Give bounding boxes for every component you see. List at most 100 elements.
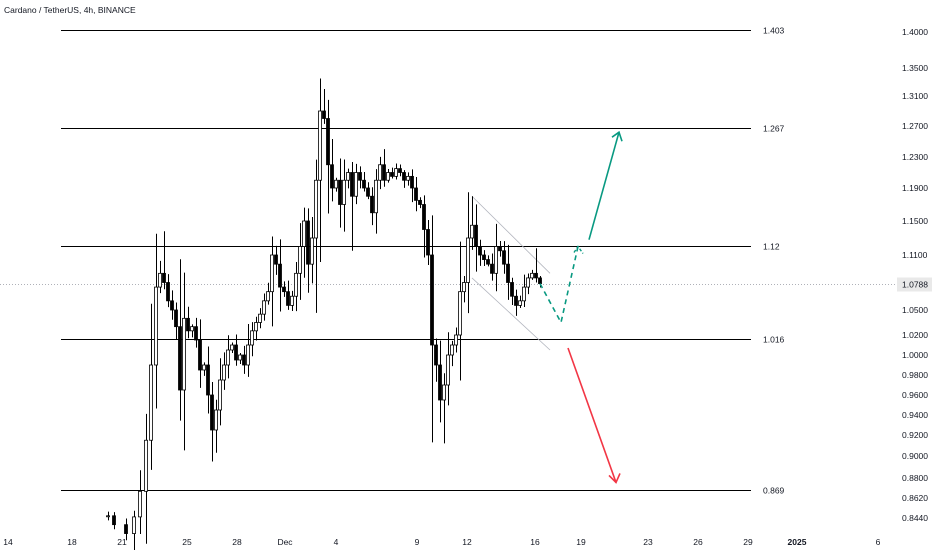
candle-body-46 [310, 237, 314, 265]
candle-body-50 [326, 118, 330, 166]
candle-body-68 [398, 168, 402, 173]
candle-body-103 [538, 277, 542, 284]
y-tick-label-15: 0.9000 [902, 451, 928, 461]
channel-upper-line [471, 195, 551, 274]
level-label-1: 1.267 [763, 124, 785, 134]
x-tick-label-7: 9 [415, 537, 420, 547]
candle-body-101 [530, 272, 534, 279]
y-tick-label-16: 0.8800 [902, 473, 928, 483]
candle-body-83 [458, 291, 462, 336]
candle-body-67 [394, 168, 398, 177]
candle-body-57 [354, 172, 358, 197]
level-label-0: 1.403 [763, 26, 785, 36]
candle-body-24 [222, 364, 226, 381]
candle-body-51 [330, 164, 334, 189]
candle-body-100 [526, 277, 530, 288]
candle-body-29 [242, 354, 246, 366]
channel-lower-line [471, 277, 551, 351]
y-tick-label-8: 1.0500 [902, 305, 928, 315]
candle-body-14 [182, 317, 186, 391]
candle-body-94 [502, 250, 506, 265]
x-tick-label-2: 21 [117, 537, 127, 547]
y-tick-label-4: 1.2300 [902, 152, 928, 162]
candle-body-55 [346, 172, 350, 181]
x-tick-label-6: 4 [334, 537, 339, 547]
candle-body-69 [402, 172, 406, 181]
candle-body-45 [306, 220, 310, 265]
y-tick-label-13: 0.9400 [902, 410, 928, 420]
x-tick-label-13: 29 [743, 537, 753, 547]
candle-body-23 [218, 379, 222, 411]
last-price-label: 1.0788 [902, 280, 928, 290]
y-tick-label-7: 1.1100 [902, 250, 928, 260]
y-tick-label-14: 0.9200 [902, 430, 928, 440]
candle-body-70 [406, 175, 410, 181]
y-tick-label-2: 1.3100 [902, 91, 928, 101]
candle-body-18 [198, 339, 202, 371]
projection-layer [539, 130, 623, 484]
candle-body-43 [298, 246, 302, 274]
x-tick-label-1: 18 [67, 537, 77, 547]
y-tick-label-3: 1.2700 [902, 121, 928, 131]
candle-body-25 [226, 349, 230, 366]
candle-body-30 [246, 344, 250, 366]
candle-body-28 [238, 354, 242, 361]
x-tick-label-12: 26 [693, 537, 703, 547]
candle-body-39 [282, 286, 286, 293]
bullish-dashed-arrowhead [573, 245, 584, 254]
y-tick-label-6: 1.1500 [902, 216, 928, 226]
candle-body-92 [494, 246, 498, 274]
candle-body-73 [418, 199, 422, 205]
candle-body-87 [474, 224, 478, 247]
y-tick-label-12: 0.9600 [902, 390, 928, 400]
bullish-arrowhead [611, 130, 623, 142]
y-tick-label-9: 1.0200 [902, 330, 928, 340]
candle-body-53 [338, 179, 342, 205]
candle-body-0 [106, 515, 110, 518]
candle-body-33 [258, 313, 262, 323]
candle-body-65 [386, 172, 390, 181]
candle-body-71 [410, 175, 414, 189]
descending-channel [471, 195, 551, 351]
candle-body-32 [254, 322, 258, 332]
y-tick-label-17: 0.8620 [902, 493, 928, 503]
candle-body-90 [486, 259, 490, 265]
candle-body-78 [438, 364, 442, 401]
candle-body-41 [290, 295, 294, 306]
candle-body-81 [450, 344, 454, 356]
candle-body-61 [370, 195, 374, 214]
candle-body-31 [250, 330, 254, 346]
candle-body-17 [194, 326, 198, 341]
y-tick-label-5: 1.1900 [902, 183, 928, 193]
candle-body-8 [158, 272, 162, 288]
candle-body-97 [514, 295, 518, 306]
candle-body-6 [149, 364, 153, 441]
candle-body-44 [302, 220, 306, 247]
candle-body-26 [230, 344, 234, 351]
candle-body-85 [466, 237, 470, 283]
candle-body-96 [510, 282, 514, 297]
candle-body-54 [342, 179, 346, 205]
candle-body-19 [202, 364, 206, 371]
candle-body-42 [294, 272, 298, 297]
x-tick-label-10: 19 [576, 537, 586, 547]
x-tick-label-4: 28 [232, 537, 242, 547]
y-tick-label-11: 0.9800 [902, 370, 928, 380]
candle-body-62 [374, 179, 378, 214]
candle-body-9 [162, 272, 166, 283]
chart-title: Cardano / TetherUS, 4h, BINANCE [4, 5, 136, 15]
axes-layer: 1.4000 1.3500 1.3100 1.2700 1.2300 1.1900 1.15… [3, 27, 932, 547]
candle-body-93 [498, 246, 502, 252]
candle-body-77 [434, 344, 438, 366]
y-tick-label-18: 0.8440 [902, 513, 928, 523]
levels-layer: 1.403 1.267 1.12 1.016 0.869 [0, 26, 895, 496]
x-tick-label-15: 6 [876, 537, 881, 547]
candle-body-12 [174, 309, 178, 328]
candle-body-89 [482, 254, 486, 260]
x-tick-label-9: 16 [530, 537, 540, 547]
candle-body-49 [322, 110, 326, 119]
candle-body-3 [132, 516, 136, 534]
candle-body-66 [390, 172, 394, 177]
candle-body-59 [362, 179, 366, 189]
